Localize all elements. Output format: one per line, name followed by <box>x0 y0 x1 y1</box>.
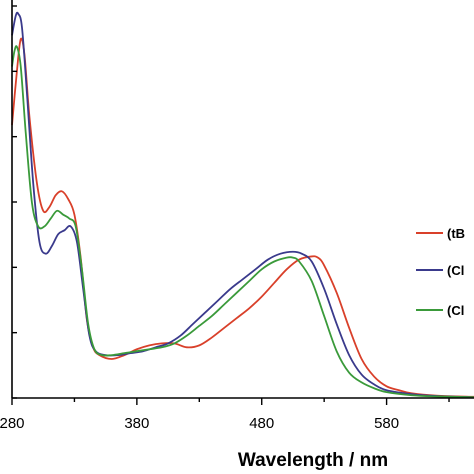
series-line-3 <box>12 46 474 397</box>
x-tick-label-380: 380 <box>124 415 149 432</box>
tick-marks <box>12 6 449 405</box>
x-tick-label-480: 480 <box>249 415 274 432</box>
x-tick-label-280: 280 <box>0 415 25 432</box>
legend-label-1: (tB <box>447 226 465 241</box>
axes <box>12 0 474 398</box>
legend-label-3: (Cl <box>447 303 464 318</box>
legend: (tB (Cl (Cl <box>416 226 465 318</box>
series-line-1 <box>12 39 474 397</box>
x-tick-labels: 280 380 480 580 <box>0 415 399 432</box>
x-axis-title: Wavelength / nm <box>238 450 388 471</box>
legend-label-2: (Cl <box>447 263 464 278</box>
series-line-2 <box>12 13 474 398</box>
x-tick-label-580: 580 <box>374 415 399 432</box>
plot-lines <box>12 13 474 398</box>
